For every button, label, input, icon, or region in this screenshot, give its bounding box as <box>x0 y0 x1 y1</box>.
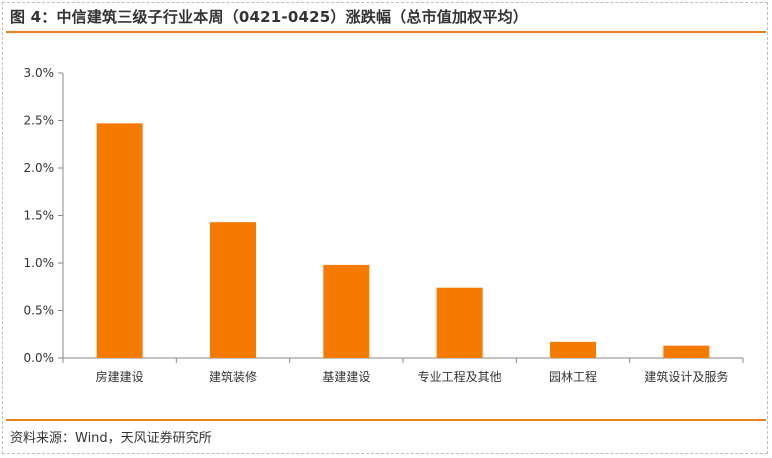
bar-4 <box>436 287 483 358</box>
category-label: 基建建设 <box>322 370 370 384</box>
y-tick-label: 1.0% <box>24 256 55 270</box>
bar-5 <box>550 341 596 358</box>
y-tick-label: 2.0% <box>24 161 55 175</box>
y-tick-label: 1.5% <box>24 209 55 223</box>
figure-title: 图 4：中信建筑三级子行业本周（0421-0425）涨跌幅（总市值加权平均） <box>10 8 528 26</box>
bar-6 <box>663 345 710 358</box>
category-label: 房建建设 <box>96 369 144 384</box>
category-label: 专业工程及其他 <box>418 369 502 384</box>
y-tick-label: 0.5% <box>24 304 55 318</box>
category-label: 建筑设计及服务 <box>644 369 728 384</box>
title-divider <box>6 31 766 33</box>
source-note: 资料来源：Wind，天风证券研究所 <box>10 431 212 446</box>
figure-frame <box>2 2 768 454</box>
bar-1 <box>96 123 143 358</box>
source-divider <box>6 419 766 421</box>
bar-3 <box>323 264 370 358</box>
category-label: 建筑装修 <box>209 369 257 384</box>
y-tick-label: 3.0% <box>24 66 55 80</box>
y-tick-label: 0.0% <box>24 351 55 365</box>
y-tick-label: 2.5% <box>24 114 55 128</box>
category-label: 园林工程 <box>549 369 597 384</box>
bar-2 <box>210 222 256 358</box>
